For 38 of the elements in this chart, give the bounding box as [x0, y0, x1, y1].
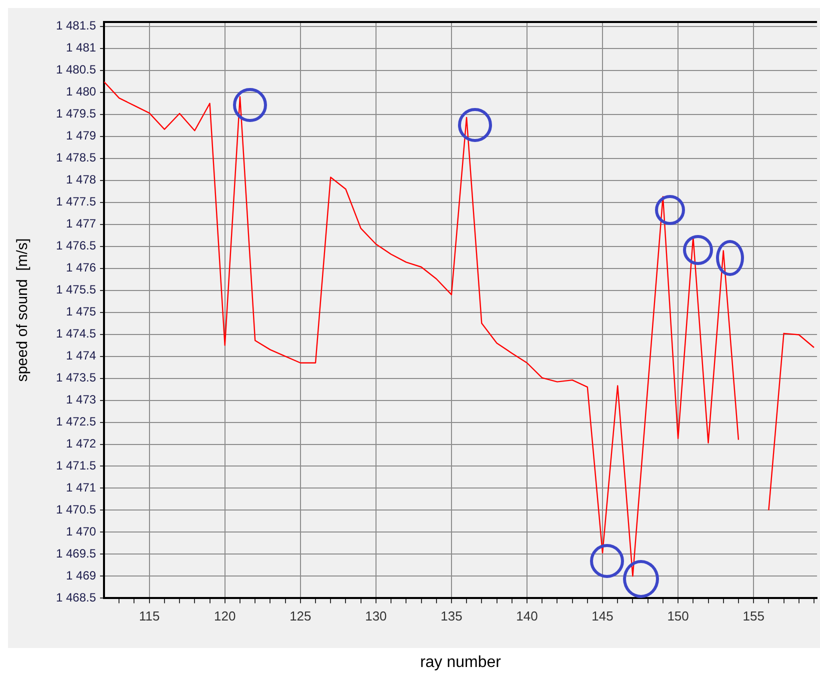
y-tick-label: 1 474.5: [56, 326, 96, 341]
y-tick-label: 1 475.5: [56, 282, 96, 297]
y-tick-label: 1 473: [66, 392, 96, 407]
y-tick-label: 1 481.5: [56, 18, 96, 33]
x-tick-label: 135: [440, 608, 462, 624]
x-tick-label: 140: [516, 608, 538, 624]
y-tick-label: 1 478.5: [56, 150, 96, 165]
y-tick-label: 1 476.5: [56, 238, 96, 253]
y-tick-label: 1 475: [66, 304, 96, 319]
y-tick-label: 1 474: [66, 348, 96, 363]
y-tick-label: 1 473.5: [56, 370, 96, 385]
y-tick-label: 1 470.5: [56, 502, 96, 517]
y-tick-label: 1 469: [66, 568, 96, 583]
x-tick-label: 115: [138, 608, 160, 624]
y-tick-label: 1 478: [66, 172, 96, 187]
y-tick-label: 1 477: [66, 216, 96, 231]
y-tick-label: 1 470: [66, 524, 96, 539]
y-tick-label: 1 477.5: [56, 194, 96, 209]
y-tick-label: 1 471.5: [56, 458, 96, 473]
x-tick-label: 145: [592, 608, 614, 624]
x-tick-label: 125: [290, 608, 312, 624]
y-axis-title: speed of sound [m/s]: [14, 238, 32, 382]
y-tick-label: 1 480.5: [56, 62, 96, 77]
x-tick-label: 150: [667, 608, 689, 624]
x-axis-title: ray number: [420, 654, 502, 671]
y-tick-label: 1 469.5: [56, 546, 96, 561]
y-tick-label: 1 471: [66, 480, 96, 495]
y-tick-label: 1 479: [66, 128, 96, 143]
y-tick-label: 1 472.5: [56, 414, 96, 429]
x-tick-label: 130: [365, 608, 387, 624]
y-tick-label: 1 472: [66, 436, 96, 451]
y-tick-label: 1 468.5: [56, 590, 96, 605]
x-tick-label: 120: [214, 608, 236, 624]
y-tick-label: 1 479.5: [56, 106, 96, 121]
x-tick-label: 155: [742, 608, 764, 624]
y-tick-label: 1 480: [66, 84, 96, 99]
y-tick-label: 1 476: [66, 260, 96, 275]
y-tick-label: 1 481: [66, 40, 96, 55]
